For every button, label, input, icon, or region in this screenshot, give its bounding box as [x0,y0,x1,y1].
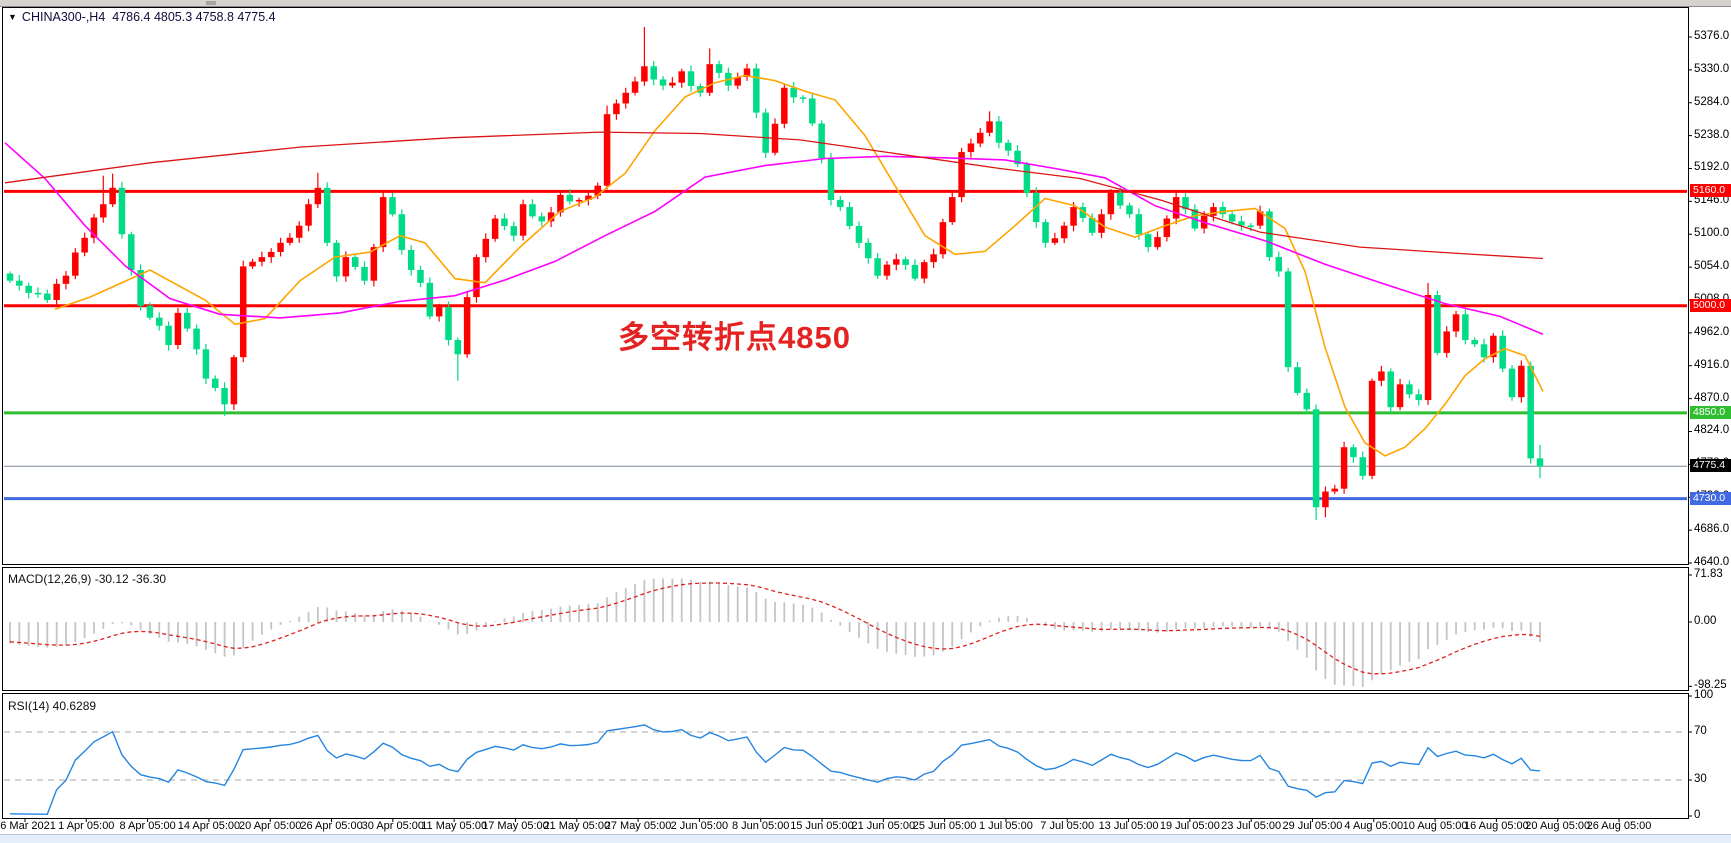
date-axis-label: 13 Jul 05:00 [1098,820,1159,832]
date-axis-label: 25 Jun 05:00 [912,820,977,832]
chart-annotation-text: 多空转折点4850 [618,320,851,355]
macd-indicator-panel[interactable] [2,567,1689,691]
rsi-label: RSI(14) 40.6289 [8,699,97,713]
rsi-axis-label: 70 [1694,725,1707,737]
ohlc-values: 4786.4 4805.3 4758.8 4775.4 [112,10,276,24]
price-level-badge: 4775.4 [1690,459,1731,473]
rsi-axis-label: 100 [1694,689,1714,701]
date-axis-label: 21 Jun 05:00 [851,820,916,832]
window-top-scrollbar[interactable] [0,0,1731,7]
price-level-badge: 4850.0 [1690,405,1731,419]
price-axis-label: 5284.0 [1694,95,1730,108]
rsi-axis-label: 0 [1694,809,1701,821]
date-axis-label: 20 Apr 05:00 [239,820,302,832]
scrollbar-notch[interactable] [206,1,216,5]
macd-axis-label: 0.00 [1694,615,1717,627]
price-axis-label: 5146.0 [1694,194,1730,207]
price-axis-label: 4640.0 [1694,555,1730,568]
macd-label: MACD(12,26,9) -30.12 -36.30 [8,572,167,586]
dropdown-arrow-icon[interactable]: ▼ [8,12,17,22]
macd-axis-label: 71.83 [1694,567,1723,580]
price-chart-panel[interactable] [2,7,1689,565]
date-axis-label: 8 Jun 05:00 [731,820,790,832]
date-axis-label: 30 Apr 05:00 [361,820,425,832]
price-axis-label: 4824.0 [1694,424,1730,437]
date-axis-label: 26 Mar 2021 [0,820,56,832]
price-axis-label: 4870.0 [1694,391,1730,404]
date-axis-label: 19 Jul 05:00 [1159,820,1220,832]
date-axis-label: 11 May 05:00 [421,820,488,832]
date-axis-label: 21 May 05:00 [543,820,611,832]
symbol-title[interactable]: ▼ CHINA300-,H4 4786.4 4805.3 4758.8 4775.… [8,10,276,24]
date-axis-label: 14 Apr 05:00 [177,820,241,832]
date-axis-label: 10 Aug 05:00 [1402,820,1468,832]
price-axis-label: 4916.0 [1694,358,1730,371]
date-axis-label: 7 Jul 05:00 [1040,820,1095,832]
date-axis-label: 29 Jul 05:00 [1282,820,1343,832]
price-axis-label: 5054.0 [1694,260,1730,273]
date-axis-label: 26 Apr 05:00 [300,820,363,832]
price-axis-label: 5238.0 [1694,128,1730,141]
price-axis-label: 5192.0 [1694,161,1730,174]
date-axis-label: 16 Aug 05:00 [1463,820,1529,832]
date-axis-label: 20 Aug 05:00 [1525,820,1591,832]
macd-axis-label: -98.25 [1694,679,1727,692]
date-axis-label: 27 May 05:00 [604,820,672,832]
date-axis-label: 15 Jun 05:00 [790,820,854,832]
price-axis-label: 4962.0 [1694,325,1730,338]
bottom-status-strip [0,834,1731,843]
rsi-axis-label: 30 [1694,773,1707,785]
date-axis-label: 26 Aug 05:00 [1586,820,1652,832]
date-axis-label: 1 Apr 05:00 [58,820,115,832]
date-axis-label: 4 Aug 05:00 [1344,820,1404,832]
price-level-badge: 4730.0 [1690,491,1731,505]
price-level-badge: 5160.0 [1690,184,1731,198]
date-axis-label: 17 May 05:00 [482,820,549,832]
date-axis-label: 2 Jun 05:00 [670,820,729,832]
price-axis-label: 5330.0 [1694,62,1730,75]
date-axis-label: 8 Apr 05:00 [119,820,176,832]
rsi-indicator-panel[interactable] [2,693,1689,819]
symbol-period-label: CHINA300-,H4 [21,10,106,24]
price-axis-label: 5100.0 [1694,227,1730,240]
date-axis-label: 1 Jul 05:00 [979,820,1033,832]
price-axis-label: 5376.0 [1694,30,1730,42]
price-level-badge: 5000.0 [1690,298,1731,312]
date-axis-label: 23 Jul 05:00 [1221,820,1282,832]
price-axis-label: 4686.0 [1694,523,1730,536]
